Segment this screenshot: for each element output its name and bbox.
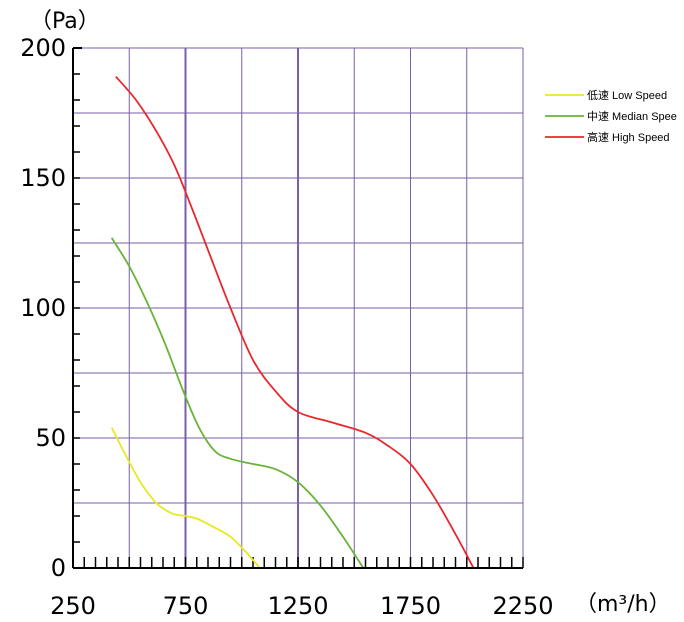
series-line-median-speed [112,238,364,568]
y-tick-label: 50 [35,424,66,452]
y-tick-labels: 0 50 100 150 200 [20,34,66,582]
x-tick-labels: 250 750 1250 1750 2250 [50,592,553,620]
series-line-high-speed [116,77,474,568]
x-tick-label: 250 [50,592,96,620]
chart-grid [73,48,523,568]
x-axis-label: （m³/h） [575,592,671,617]
x-tick-label: 750 [163,592,209,620]
legend-label: 高速 High Speed [587,130,670,144]
y-tick-label: 0 [51,554,66,582]
y-tick-label: 200 [20,34,66,62]
y-tick-label: 150 [20,164,66,192]
axis-units: （Pa） （m³/h） [30,9,671,617]
legend-label: 中速 Median Spee [587,110,677,123]
y-axis-label: （Pa） [30,9,100,34]
x-tick-label: 2250 [492,592,553,620]
y-tick-label: 100 [20,294,66,322]
x-tick-label: 1250 [267,592,328,620]
chart-legend: 低速 Low Speed 中速 Median Spee 高速 High Speed [545,89,677,144]
x-tick-label: 1750 [380,592,441,620]
chart-series [112,77,474,568]
legend-label: 低速 Low Speed [587,89,667,102]
